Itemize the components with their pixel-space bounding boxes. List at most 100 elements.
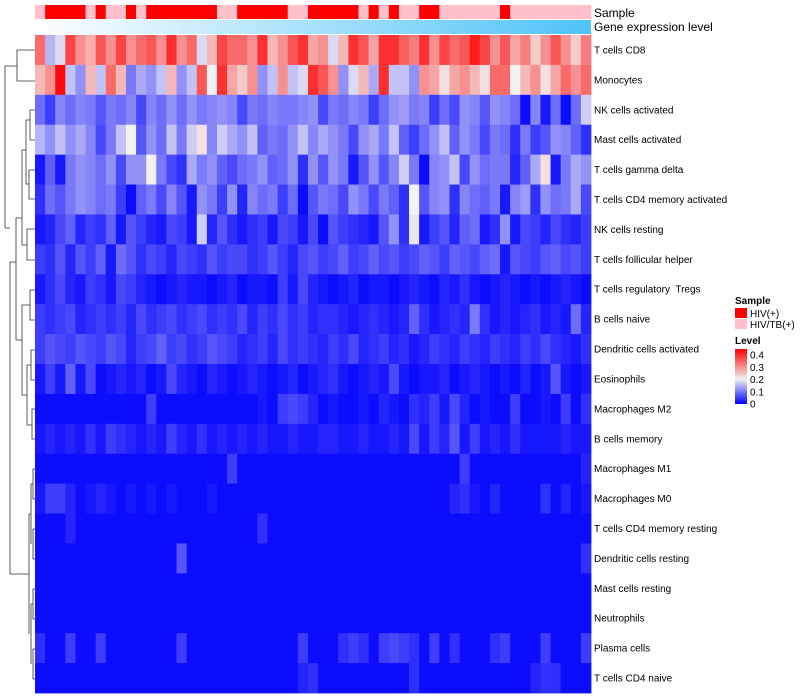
heatmap-cell (136, 543, 147, 574)
heatmap-cell (287, 603, 299, 634)
heatmap-cell (419, 633, 430, 664)
heatmap-cell (570, 364, 582, 395)
heatmap-cell (489, 423, 501, 455)
heatmap-cell (55, 304, 66, 335)
heatmap-cell (520, 453, 531, 485)
heatmap-cell (550, 603, 562, 634)
heatmap-cell (439, 663, 450, 694)
heatmap-cell (530, 423, 541, 455)
heatmap-cell (540, 423, 551, 455)
heatmap-cell (449, 633, 460, 664)
heatmap-cell (429, 304, 440, 335)
heatmap-cell (348, 124, 359, 156)
heatmap-cell (307, 334, 319, 365)
heatmap-cell (358, 393, 369, 425)
heatmap-cell (570, 35, 582, 66)
heatmap-cell (45, 393, 56, 425)
heatmap-cell (338, 483, 349, 514)
heatmap-cell (358, 513, 369, 544)
heatmap-cell (540, 154, 551, 185)
heatmap-cell (227, 154, 238, 185)
heatmap-cell (338, 124, 349, 156)
heatmap-cell (247, 124, 258, 156)
heatmap-cell (35, 513, 46, 544)
heatmap-cell (267, 603, 279, 634)
heatmap-cell (530, 663, 541, 694)
heatmap-cell (95, 124, 107, 156)
heatmap-cell (368, 334, 380, 365)
heatmap-cell (439, 124, 450, 156)
sample-annotation-cell (489, 5, 501, 19)
sample-annotation-cell (156, 5, 167, 19)
heatmap-cell (530, 184, 541, 215)
heatmap-cell (115, 94, 127, 126)
heatmap-cell (156, 453, 167, 485)
row-label: T cells follicular helper (594, 255, 693, 266)
heatmap-cell (500, 94, 511, 126)
heatmap-cell (479, 423, 491, 455)
heatmap-cell (267, 244, 279, 275)
heatmap-cell (540, 304, 551, 335)
heatmap-cell (237, 64, 248, 96)
heatmap-cell (65, 423, 76, 455)
heatmap-cell (206, 364, 218, 395)
sample-annotation-cell (206, 5, 218, 19)
heatmap-cell (227, 423, 238, 455)
heatmap-cell (419, 64, 430, 96)
heatmap-cell (500, 423, 511, 455)
heatmap-cell (439, 364, 450, 395)
heatmap-cell (409, 94, 420, 126)
heatmap-cell (186, 304, 198, 335)
heatmap-cell (550, 274, 562, 305)
heatmap-cell (378, 274, 390, 305)
heatmap-cell (196, 663, 208, 694)
heatmap-cell (348, 64, 359, 96)
heatmap-cell (398, 154, 410, 185)
heatmap-cell (105, 364, 117, 395)
heatmap-cell (45, 304, 56, 335)
heatmap-cell (429, 423, 440, 455)
heatmap-cell (348, 543, 359, 574)
heatmap-cell (540, 393, 551, 425)
heatmap-cell (35, 453, 46, 485)
heatmap-cell (105, 304, 117, 335)
sample-annotation-cell (45, 5, 56, 19)
heatmap-cell (75, 603, 86, 634)
heatmap-cell (267, 423, 279, 455)
heatmap-cell (307, 573, 319, 604)
heatmap-cell (297, 124, 309, 156)
heatmap-cell (388, 633, 400, 664)
heatmap-cell (398, 64, 410, 96)
sample-annotation-cell (318, 5, 329, 19)
dendro-leaf-eosinophils (30, 365, 35, 381)
heatmap-cell (247, 184, 258, 215)
heatmap-cell (540, 124, 551, 156)
heatmap-cell (540, 633, 551, 664)
heatmap-cell (206, 543, 218, 574)
heatmap-cell (328, 513, 339, 544)
heatmap-cell (338, 244, 349, 275)
heatmap-cell (136, 274, 147, 305)
heatmap-cell (338, 573, 349, 604)
heatmap-cell (580, 154, 592, 185)
heatmap-cell (267, 274, 279, 305)
heatmap-cell (95, 154, 107, 185)
heatmap-cell (136, 603, 147, 634)
heatmap-cell (530, 154, 541, 185)
heatmap-cell (227, 64, 238, 96)
heatmap-cell (277, 483, 289, 514)
heatmap-cell (267, 64, 279, 96)
heatmap-cell (206, 244, 218, 275)
heatmap-cell (136, 513, 147, 544)
heatmap-cell (136, 154, 147, 185)
heatmap-cell (85, 35, 97, 66)
heatmap-cell (277, 364, 289, 395)
heatmap-cell (328, 573, 339, 604)
heatmap-cell (479, 603, 491, 634)
heatmap-cell (196, 513, 208, 544)
heatmap-cell (530, 483, 541, 514)
heatmap-cell (358, 304, 369, 335)
heatmap-cell (489, 154, 501, 185)
heatmap-cell (146, 603, 157, 634)
heatmap-cell (307, 633, 319, 664)
